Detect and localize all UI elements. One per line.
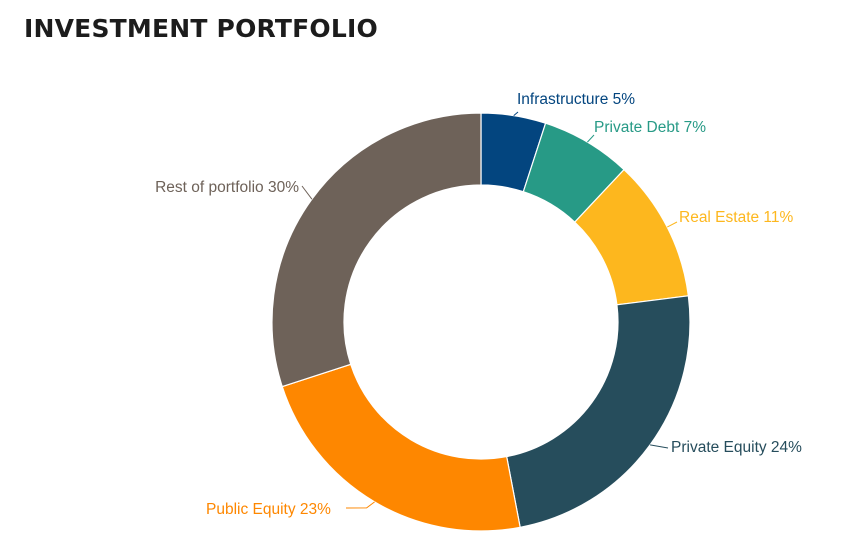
slice-label-rest-of-portfolio: Rest of portfolio 30%: [155, 179, 299, 196]
leader-line-real-estate: [666, 221, 678, 228]
slice-private-equity: [505, 295, 691, 529]
leader-line-public-equity: [345, 501, 375, 509]
leader-line-private-debt: [587, 134, 595, 143]
slice-label-infrastructure: Infrastructure 5%: [517, 91, 635, 108]
slice-rest-of-portfolio: [271, 112, 482, 388]
page-title: INVESTMENT PORTFOLIO: [24, 14, 378, 43]
leader-line-rest-of-portfolio: [301, 185, 313, 200]
slice-label-public-equity: Public Equity 23%: [206, 501, 331, 518]
slice-label-private-debt: Private Debt 7%: [594, 119, 706, 136]
leader-line-private-equity: [649, 444, 669, 449]
slice-public-equity: [281, 363, 521, 532]
slice-label-real-estate: Real Estate 11%: [679, 209, 794, 226]
leader-line-infrastructure: [513, 111, 519, 116]
slice-label-private-equity: Private Equity 24%: [671, 439, 802, 456]
